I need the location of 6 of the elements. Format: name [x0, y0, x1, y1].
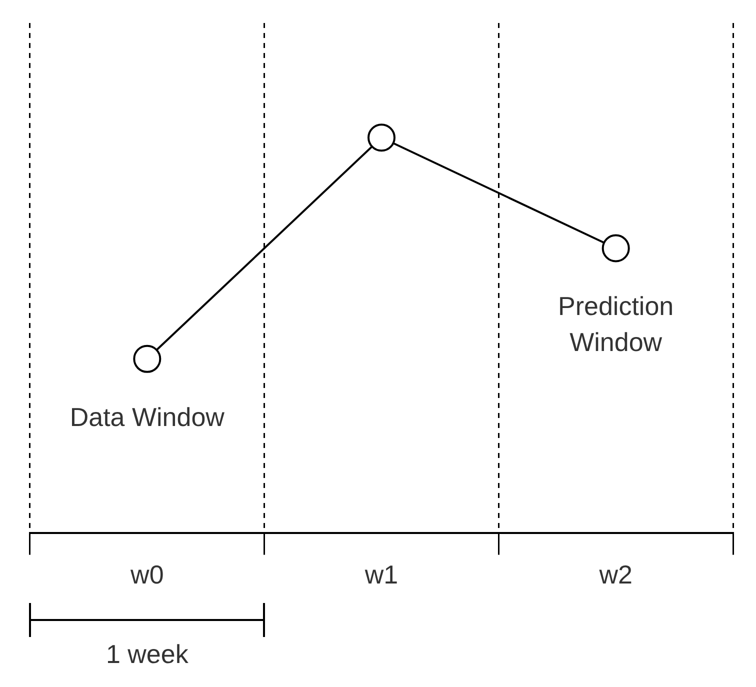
x-tick-label: w2	[598, 560, 632, 590]
annotation: Prediction Window	[557, 290, 675, 360]
annotation: Data Window	[68, 400, 226, 434]
x-tick-label: w1	[364, 560, 398, 590]
x-tick-label: w0	[130, 560, 164, 590]
text: 1 week	[104, 638, 190, 670]
